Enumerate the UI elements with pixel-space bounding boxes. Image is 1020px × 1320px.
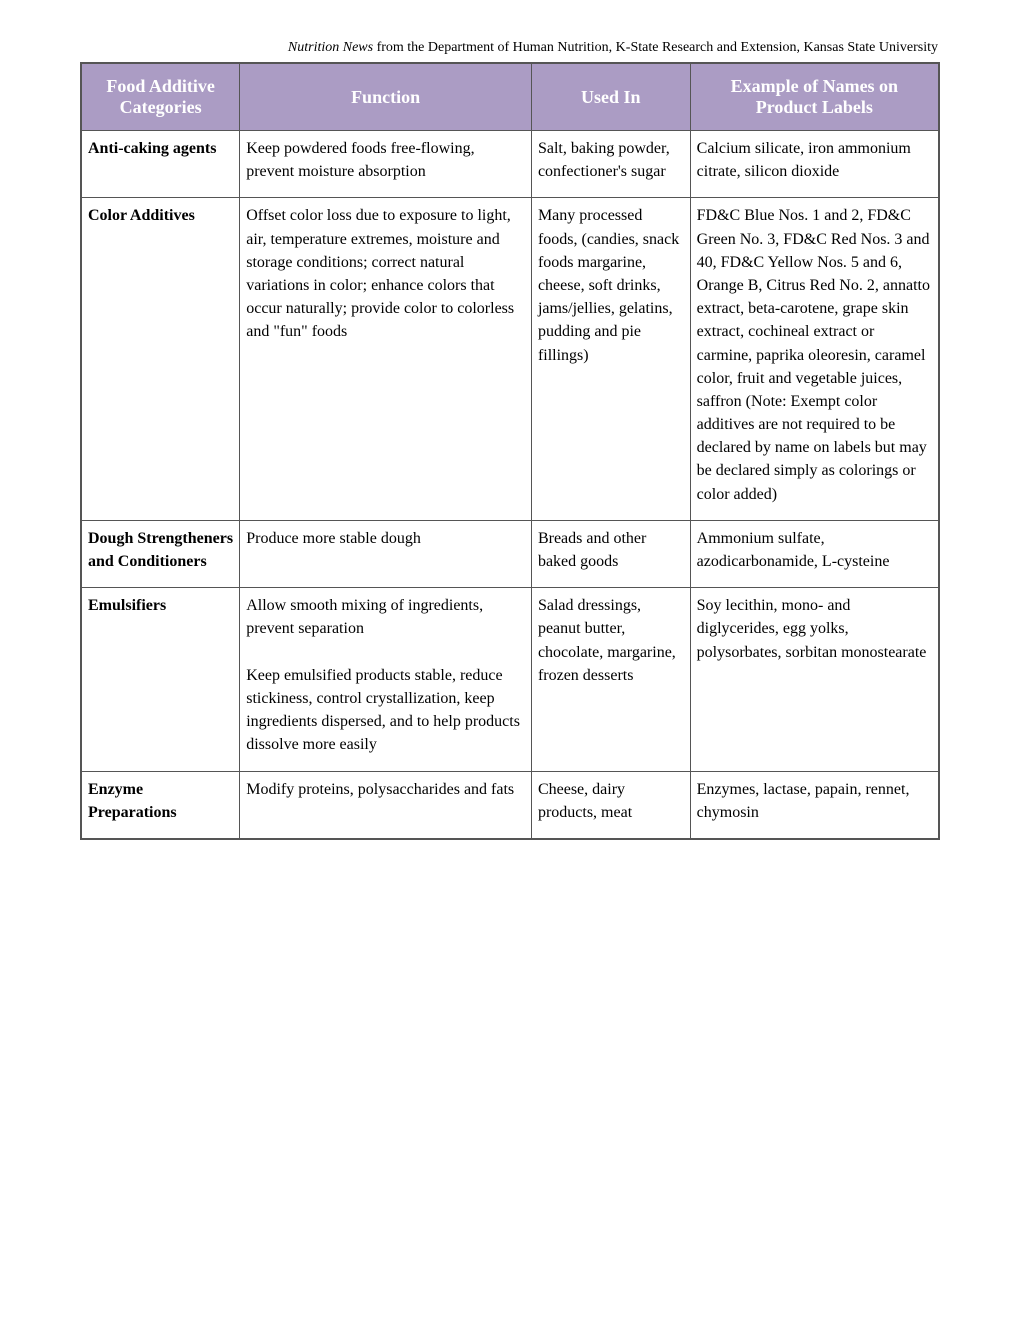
cell-usedin: Cheese, dairy products, meat bbox=[531, 771, 690, 839]
cell-function: Produce more stable dough bbox=[240, 520, 532, 587]
cell-function: Offset color loss due to exposure to lig… bbox=[240, 198, 532, 520]
table-row: Anti-caking agents Keep powdered foods f… bbox=[81, 131, 939, 198]
cell-category: Dough Strengtheners and Conditioners bbox=[81, 520, 240, 587]
cell-examples: Enzymes, lactase, papain, rennet, chymos… bbox=[690, 771, 939, 839]
cell-usedin: Salad dressings, peanut butter, chocolat… bbox=[531, 588, 690, 771]
table-row: Emulsifiers Allow smooth mixing of ingre… bbox=[81, 588, 939, 771]
table-body: Anti-caking agents Keep powdered foods f… bbox=[81, 131, 939, 839]
header-categories: Food Additive Categories bbox=[81, 63, 240, 131]
table-header-row: Food Additive Categories Function Used I… bbox=[81, 63, 939, 131]
cell-examples: Ammonium sulfate, azodicarbonamide, L-cy… bbox=[690, 520, 939, 587]
header-examples: Example of Names on Product Labels bbox=[690, 63, 939, 131]
header-usedin: Used In bbox=[531, 63, 690, 131]
table-caption: Nutrition News from the Department of Hu… bbox=[80, 40, 940, 56]
table-row: Color Additives Offset color loss due to… bbox=[81, 198, 939, 520]
cell-category: Anti-caking agents bbox=[81, 131, 240, 198]
cell-examples: Calcium silicate, iron ammonium citrate,… bbox=[690, 131, 939, 198]
cell-function: Modify proteins, polysaccharides and fat… bbox=[240, 771, 532, 839]
cell-usedin: Many processed foods, (candies, snack fo… bbox=[531, 198, 690, 520]
cell-usedin: Salt, baking powder, confectioner's suga… bbox=[531, 131, 690, 198]
cell-function: Keep powdered foods free-flowing, preven… bbox=[240, 131, 532, 198]
cell-usedin: Breads and other baked goods bbox=[531, 520, 690, 587]
header-function: Function bbox=[240, 63, 532, 131]
caption-rest: from the Department of Human Nutrition, … bbox=[373, 40, 938, 55]
cell-examples: Soy lecithin, mono- and diglycerides, eg… bbox=[690, 588, 939, 771]
food-additives-table: Food Additive Categories Function Used I… bbox=[80, 62, 940, 840]
caption-italic-part: Nutrition News bbox=[288, 40, 373, 55]
table-row: Dough Strengtheners and Conditioners Pro… bbox=[81, 520, 939, 587]
cell-category: Color Additives bbox=[81, 198, 240, 520]
cell-category: Enzyme Preparations bbox=[81, 771, 240, 839]
cell-examples: FD&C Blue Nos. 1 and 2, FD&C Green No. 3… bbox=[690, 198, 939, 520]
table-row: Enzyme Preparations Modify proteins, pol… bbox=[81, 771, 939, 839]
cell-function: Allow smooth mixing of ingredients, prev… bbox=[240, 588, 532, 771]
cell-category: Emulsifiers bbox=[81, 588, 240, 771]
